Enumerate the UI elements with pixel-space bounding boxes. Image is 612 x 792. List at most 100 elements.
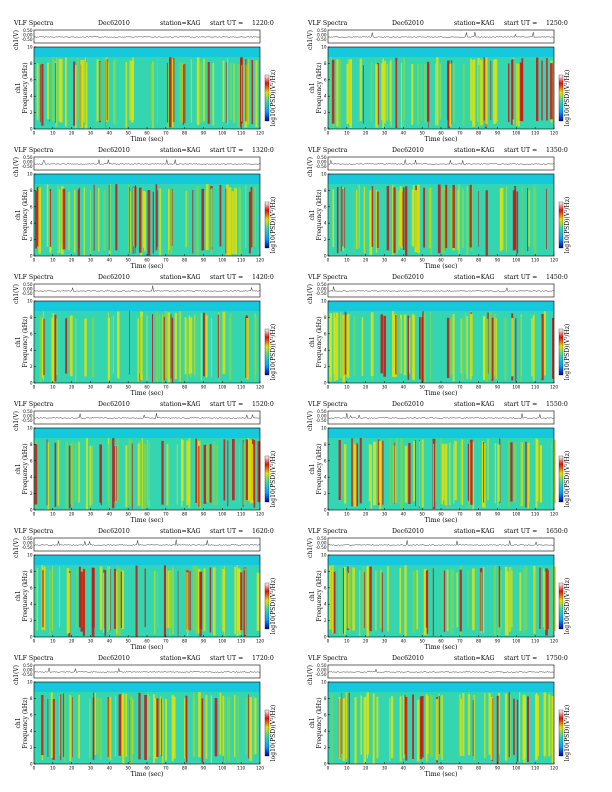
spectrogram-streak [135,185,137,249]
spectrogram-streak [545,568,548,636]
y-tick-label: 0 [324,635,327,640]
spectrogram-streak [512,190,516,251]
spectrogram-streak [383,61,386,124]
x-tick-label: 50 [419,385,425,390]
x-tick-label: 60 [144,766,150,771]
waveform-frame [327,537,555,552]
panel-start-ut: 1650:0 [546,528,568,535]
spectrogram-chart: VLF Spectra Dec62010 station=KAG start UT =… [307,401,571,524]
y-tick-label: 8 [30,569,33,574]
channel-label: ch1 [15,336,22,347]
x-tick-label: 90 [201,766,207,771]
spectrogram-streak [237,696,239,764]
spectra-panel: VLF Spectra Dec62010 station=KAG start UT =… [306,652,574,779]
waveform-y-tick-label: 0.00 [23,287,33,292]
spectrogram-streak [68,191,70,251]
x-axis-label: Time (sec) [131,771,164,778]
spectrogram-streak [500,187,504,250]
spectrogram-streak [254,313,256,383]
x-tick-label: 100 [218,766,226,771]
spectrogram-streak [467,443,469,501]
waveform-y-label: ch1(V) [307,30,314,50]
spectrogram-streak [52,313,55,383]
colorbar [264,201,270,249]
spectrogram-streak [38,187,41,254]
spectrogram-streak [164,311,167,379]
spectrogram-streak [171,695,174,762]
spectrogram-streak [528,442,530,502]
spectrogram-streak [205,694,208,759]
spectrogram-streak [139,316,141,374]
x-tick-label: 100 [512,512,520,517]
spectrogram-streak [114,568,116,629]
y-tick-label: 6 [324,458,327,463]
spectrogram-streak [114,58,117,126]
waveform-y-tick-label: 0.00 [23,668,33,673]
spectrogram-streak [405,697,408,761]
spectrogram-streak [200,62,203,123]
spectrogram-streak [89,570,90,632]
x-tick-label: 20 [363,131,369,136]
panel-date: Dec62010 [392,274,424,281]
spectrogram-y-label: Frequency (kHz) [316,316,323,367]
waveform-y-tick-label: 0.50 [23,409,33,414]
spectrogram-streak [123,699,126,761]
spectrogram-streak [348,565,351,633]
x-tick-label: 20 [69,258,75,263]
x-tick-label: 120 [256,385,264,390]
spectrogram-streak [527,443,530,509]
waveform-y-label: ch1(V) [13,157,20,177]
x-tick-label: 110 [237,131,245,136]
spectrogram-streak [129,60,131,121]
panel-station: station=KAG [454,528,495,535]
spectra-panel: VLF Spectra Dec62010 station=KAG start UT =… [12,652,280,779]
spectrogram-streak [111,316,113,375]
spectrogram-streak [356,190,358,249]
spectrogram-top-band [34,174,260,184]
spectrogram-streak [391,696,394,758]
spectrogram-y-label: Frequency (kHz) [22,570,29,621]
spectrogram-streak [203,444,207,504]
panel-start-prefix: start UT = [210,20,243,27]
x-tick-label: 100 [512,385,520,390]
spectra-panel: VLF Spectra Dec62010 station=KAG start UT =… [12,398,280,525]
spectrogram-y-label: Frequency (kHz) [22,62,29,113]
panel-title: VLF Spectra [307,147,348,154]
spectrogram-streak [237,568,240,632]
spectrogram-streak [76,569,78,628]
spectrogram-streak [497,444,500,502]
x-tick-label: 0 [33,639,36,644]
y-tick-label: 0 [324,762,327,767]
x-tick-label: 20 [363,385,369,390]
spectrogram-streak [504,566,508,636]
spectrogram-streak [452,184,455,249]
spectrogram-streak [229,63,233,120]
spectrogram-streak [516,63,518,126]
y-tick-label: 6 [324,204,327,209]
spectrogram-streak [70,441,73,504]
x-tick-label: 50 [419,512,425,517]
x-tick-label: 100 [218,258,226,263]
spectrogram-streak [232,439,235,501]
x-axis-label: Time (sec) [425,517,458,524]
spectra-panel: VLF Spectra Dec62010 station=KAG start UT =… [306,17,574,144]
spectrogram-streak [74,190,76,253]
panel-start-ut: 1550:0 [546,401,568,408]
spectrogram-streak [329,565,332,630]
spectrogram-streak [253,440,256,508]
waveform-y-tick-label: 0.00 [317,414,327,419]
spectrogram-streak [34,444,38,505]
x-tick-label: 10 [50,258,56,263]
colorbar-label: log10(PSD)(V²/Hz) [270,324,277,380]
waveform-y-tick-label: 0.50 [23,155,33,160]
spectrogram-streak [179,311,181,382]
spectrogram-streak [336,187,339,254]
spectrogram-streak [43,566,46,631]
x-tick-label: 90 [495,766,501,771]
spectrogram-streak [203,568,206,632]
panel-station: station=KAG [160,147,201,154]
x-tick-label: 50 [125,766,131,771]
spectrogram-streak [249,439,253,504]
x-tick-label: 10 [344,131,350,136]
spectrogram-streak [494,443,496,504]
